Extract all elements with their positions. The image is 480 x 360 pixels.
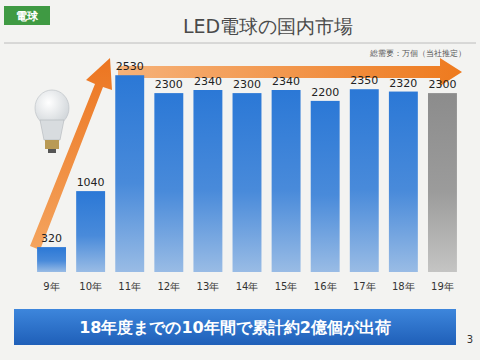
bar: [154, 93, 183, 272]
bars: [37, 75, 457, 272]
data-label: 1040: [77, 176, 105, 189]
data-label: 2300: [233, 78, 261, 91]
banner: [14, 309, 456, 345]
bar: [350, 89, 379, 272]
data-label: 2320: [389, 77, 417, 90]
category-label: 17年: [353, 281, 376, 292]
bar: [311, 101, 340, 272]
page-number: 3: [467, 334, 473, 345]
data-label: 2350: [350, 74, 378, 87]
data-label: 2530: [116, 60, 144, 73]
bulb-body: [40, 120, 64, 140]
category-label: 14年: [236, 281, 259, 292]
bulb-tip: [48, 149, 56, 153]
bar: [428, 93, 457, 272]
tag-box: [4, 6, 50, 25]
bar: [37, 247, 66, 272]
tag: 電球: [16, 10, 39, 23]
title: LED電球の国内市場: [183, 15, 353, 37]
data-label: 2300: [155, 78, 183, 91]
data-label: 2200: [311, 86, 339, 99]
category-label: 13年: [197, 281, 220, 292]
data-label: 2340: [272, 75, 300, 88]
bulb-base: [45, 140, 59, 149]
category-label: 11年: [118, 281, 141, 292]
category-label: 19年: [431, 281, 454, 292]
bar: [272, 90, 301, 272]
bar: [115, 75, 144, 272]
unit-note: 総需要：万個（当社推定）: [369, 49, 466, 58]
bar: [389, 92, 418, 272]
labels: 320 9年 1040 10年 2530 11年 2300 12年 2340 13年 2300 14年…: [41, 60, 456, 292]
data-label: 320: [41, 232, 62, 245]
bar: [233, 93, 262, 272]
category-label: 10年: [79, 281, 102, 292]
bulb-icon: [35, 90, 69, 153]
background: [0, 0, 480, 360]
category-label: 16年: [314, 281, 337, 292]
category-label: 15年: [275, 281, 298, 292]
data-label: 2340: [194, 75, 222, 88]
banner-text: 18年度までの10年間で累計約2億個が出荷: [79, 318, 391, 337]
bar: [76, 191, 105, 272]
category-label: 18年: [392, 281, 415, 292]
category-label: 12年: [157, 281, 180, 292]
category-label: 9年: [43, 281, 59, 292]
data-label: 2300: [428, 78, 456, 91]
bar: [193, 90, 222, 272]
chart: 電球 LED電球の国内市場総需要：万個（当社推定） 320 9年 1040 10年 2530…: [0, 0, 480, 360]
header-rule: [4, 43, 476, 44]
